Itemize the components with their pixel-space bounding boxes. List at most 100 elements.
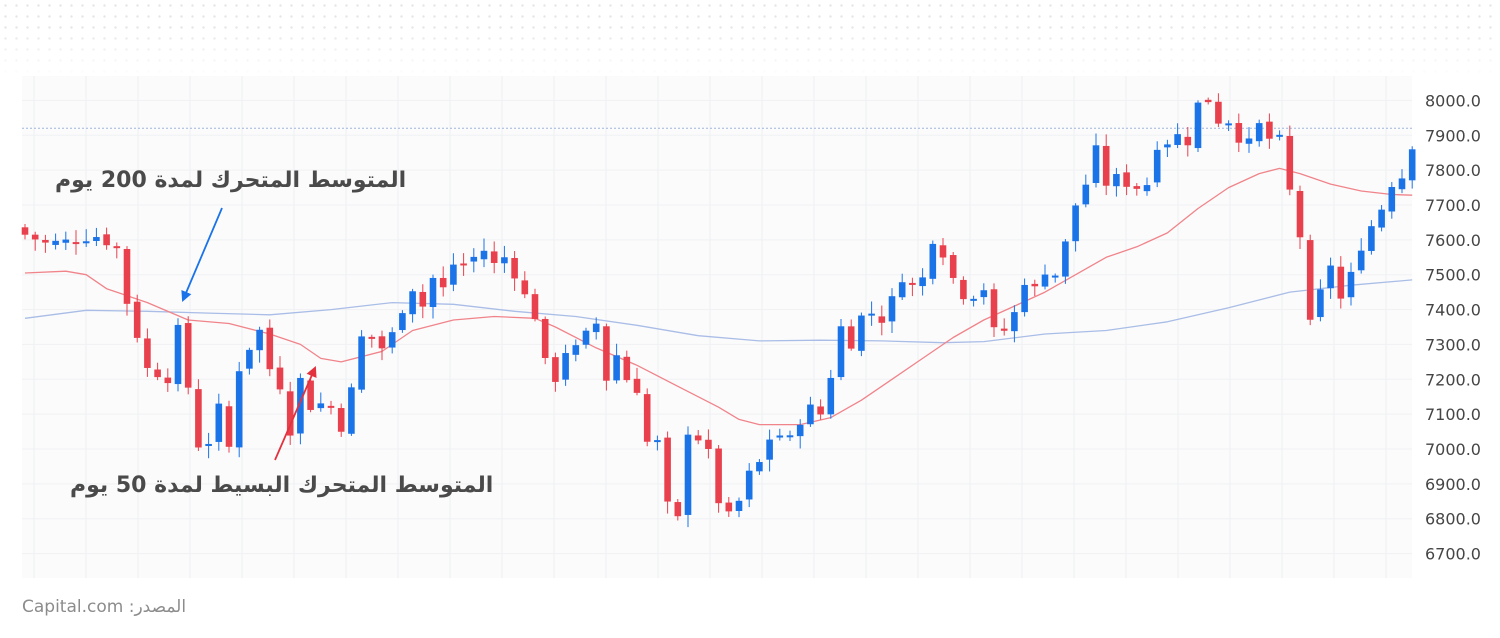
candle-body — [1051, 275, 1059, 278]
candle-body — [521, 280, 529, 295]
candle-down — [225, 400, 233, 453]
candle-body — [1194, 102, 1202, 149]
candle-up — [888, 288, 896, 334]
candle-body — [1388, 187, 1396, 212]
candle-up — [684, 426, 692, 528]
candle-body — [1245, 138, 1253, 144]
candle-down — [694, 430, 702, 445]
candle-down — [725, 496, 733, 517]
candle-up — [929, 240, 937, 285]
y-tick-label: 8000.0 — [1425, 91, 1481, 110]
candle-body — [949, 255, 957, 278]
candle-body — [694, 435, 702, 441]
candle-body — [164, 377, 172, 384]
candle-down — [266, 319, 274, 377]
candle-down — [623, 350, 631, 383]
sma50-annotation: المتوسط المتحرك البسيط لمدة 50 يوم — [70, 473, 494, 498]
candle-up — [858, 312, 865, 357]
header-dot-pattern — [0, 0, 1500, 78]
candle-down — [1184, 126, 1192, 157]
candle-down — [939, 237, 947, 266]
candle-up — [827, 369, 835, 419]
candle-body — [133, 301, 141, 338]
candle-body — [113, 246, 121, 249]
candle-body — [1398, 178, 1406, 190]
candle-down — [552, 352, 559, 392]
candle-body — [480, 250, 488, 260]
candle-body — [1357, 250, 1365, 271]
y-axis-ticks: 8000.0 7900.0 7800.0 7700.0 7600.0 7500.0 7400… — [1425, 91, 1481, 563]
candle-up — [562, 344, 569, 386]
candle-up — [1021, 278, 1028, 317]
candle-body — [827, 377, 835, 415]
candle-up — [756, 459, 763, 475]
candle-body — [909, 282, 916, 285]
candle-body — [1266, 121, 1273, 139]
candle-body — [1164, 144, 1171, 148]
candle-up — [572, 339, 580, 362]
candle-body — [664, 437, 671, 502]
candle-up — [409, 288, 416, 323]
y-tick-label: 7300.0 — [1425, 335, 1481, 354]
candle-up — [317, 392, 325, 412]
candle-body — [847, 326, 855, 349]
candle-body — [1041, 274, 1049, 287]
candle-body — [980, 290, 988, 298]
candle-body — [674, 502, 682, 517]
candle-body — [215, 403, 223, 442]
candle-down — [1266, 113, 1273, 149]
candle-body — [144, 338, 151, 368]
candle-up — [1153, 141, 1161, 188]
candle-body — [1225, 123, 1232, 126]
candle-body — [1286, 135, 1294, 190]
candle-down — [664, 431, 671, 514]
candle-body — [603, 326, 610, 381]
candle-up — [1051, 273, 1059, 283]
candle-body — [725, 502, 733, 512]
candle-up — [1276, 130, 1283, 141]
candle-up — [358, 330, 365, 393]
candle-body — [572, 345, 580, 355]
candle-body — [1255, 123, 1263, 142]
y-tick-label: 7800.0 — [1425, 161, 1481, 180]
candle-body — [266, 327, 274, 370]
candle-body — [776, 435, 784, 438]
candle-body — [766, 439, 773, 460]
candle-down — [990, 283, 998, 338]
candle-down — [419, 284, 427, 319]
candle-body — [960, 279, 967, 300]
candle-body — [337, 408, 345, 432]
candle-up — [970, 295, 977, 307]
candle-body — [82, 241, 90, 244]
candle-body — [878, 316, 886, 323]
candle-down — [1306, 234, 1314, 326]
candle-down — [511, 251, 518, 291]
sma50-line — [24, 167, 1413, 426]
y-tick-label: 7500.0 — [1425, 266, 1481, 285]
candle-up — [592, 317, 600, 340]
candle-body — [358, 336, 365, 390]
candle-body — [378, 336, 386, 349]
candle-up — [470, 248, 478, 273]
candle-body — [531, 294, 539, 320]
candle-body — [450, 264, 457, 285]
candle-body — [62, 239, 70, 243]
candle-up — [1255, 119, 1263, 147]
candle-down — [1204, 97, 1212, 105]
candle-up — [501, 245, 508, 273]
candle-down — [42, 234, 49, 253]
candle-down — [909, 277, 916, 297]
candle-body — [429, 277, 437, 308]
candle-body — [154, 369, 161, 378]
candle-body — [1408, 149, 1416, 181]
candle-down — [643, 388, 651, 447]
candle-up — [399, 310, 406, 333]
candle-body — [1123, 172, 1130, 187]
candle-up — [93, 227, 100, 247]
candle-up — [1062, 239, 1069, 284]
candle-body — [756, 462, 763, 472]
candle-up — [1317, 279, 1324, 322]
candle-up — [1357, 238, 1365, 274]
candle-up — [1347, 262, 1355, 306]
